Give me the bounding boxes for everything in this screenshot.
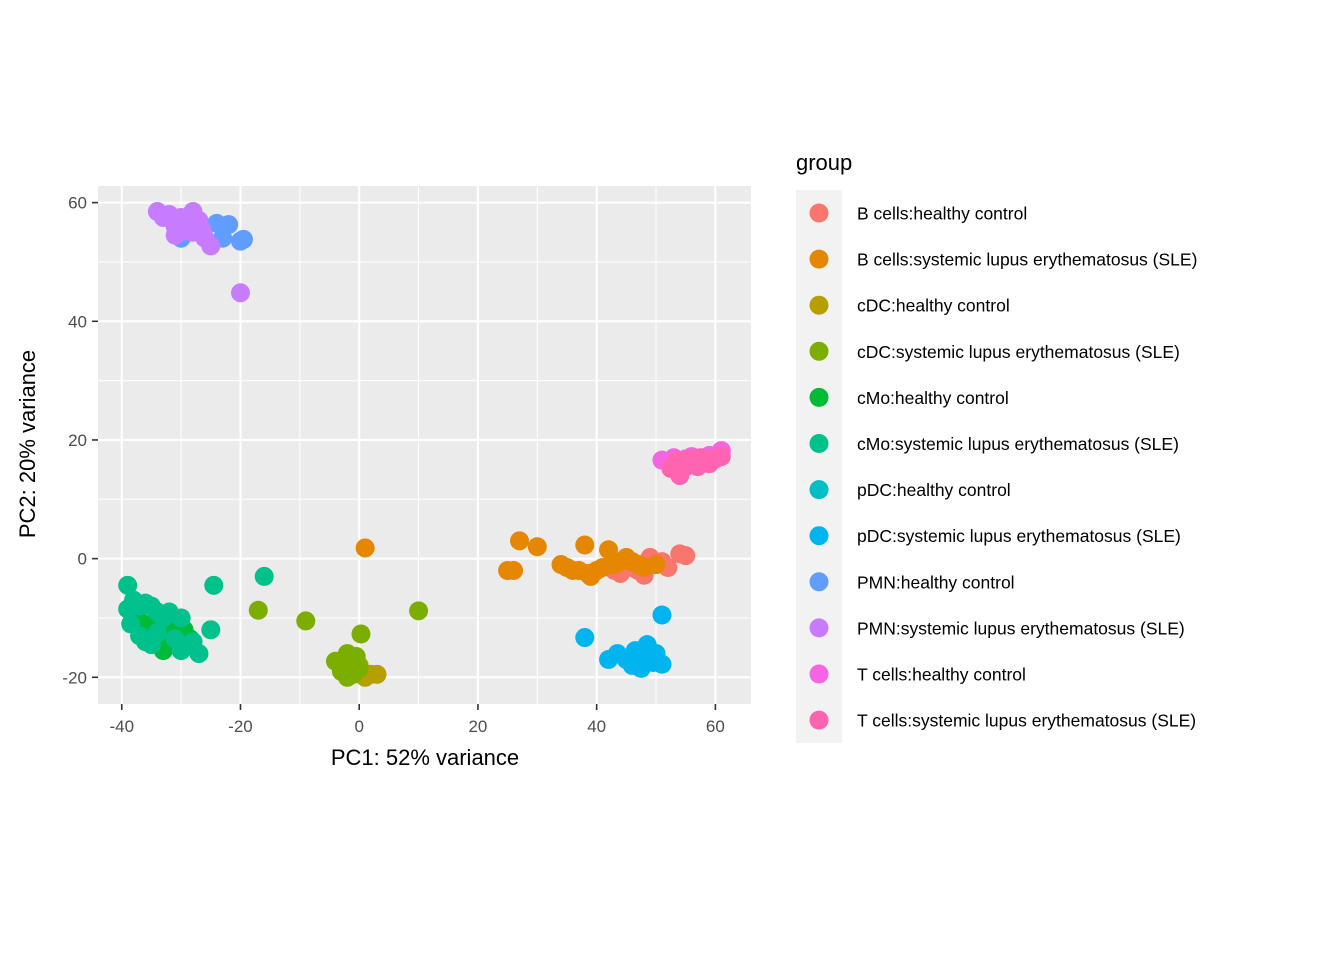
legend-item: cDC:systemic lupus erythematosus (SLE) (809, 341, 1180, 362)
legend-label: T cells:healthy control (857, 665, 1026, 685)
series-1 (355, 531, 666, 586)
legend-item: T cells:systemic lupus erythematosus (SL… (809, 710, 1196, 731)
legend-label: pDC:systemic lupus erythematosus (SLE) (857, 526, 1181, 546)
legend-label: B cells:systemic lupus erythematosus (SL… (857, 250, 1197, 270)
y-tick-label: 0 (78, 550, 87, 569)
y-axis-title: PC2: 20% variance (15, 350, 40, 538)
legend-label: PMN:systemic lupus erythematosus (SLE) (857, 618, 1185, 638)
data-point (409, 601, 429, 621)
series-5 (118, 566, 274, 664)
legend-key (809, 526, 829, 546)
x-tick-label: -40 (109, 717, 134, 736)
data-point (646, 555, 666, 575)
legend-label: cMo:systemic lupus erythematosus (SLE) (857, 434, 1179, 454)
series-7 (575, 605, 672, 678)
data-point (118, 575, 138, 595)
legend-item: cDC:healthy control (809, 295, 1010, 316)
data-point (201, 236, 221, 256)
data-point (346, 647, 366, 667)
legend-label: cDC:systemic lupus erythematosus (SLE) (857, 342, 1180, 362)
y-tick-label: 40 (68, 312, 87, 331)
x-tick-label: -20 (228, 717, 253, 736)
data-point (527, 537, 547, 557)
y-tick-label: 60 (68, 194, 87, 213)
legend-key (809, 572, 829, 592)
legend-title: group (796, 150, 852, 175)
data-point (254, 566, 274, 586)
legend-key-background (796, 190, 842, 743)
data-point (201, 620, 221, 640)
major-gridlines (98, 186, 751, 704)
legend-key (809, 434, 829, 453)
legend-item: PMN:healthy control (809, 572, 1015, 592)
legend-item: cMo:systemic lupus erythematosus (SLE) (809, 434, 1179, 454)
data-point (504, 560, 524, 580)
legend-key (809, 203, 829, 223)
legend-key (809, 664, 829, 684)
legend-key (809, 295, 829, 315)
data-point (509, 531, 529, 551)
data-point (189, 644, 209, 664)
legend-key (809, 710, 829, 730)
data-point (355, 538, 375, 558)
legend-key (809, 387, 829, 407)
data-point (676, 546, 696, 566)
legend-key (809, 480, 829, 500)
data-point (367, 664, 387, 684)
series-11 (661, 447, 731, 486)
x-tick-label: 0 (354, 717, 363, 736)
legend-item: T cells:healthy control (809, 664, 1026, 685)
data-point (575, 535, 595, 555)
plot-panel (98, 186, 751, 704)
data-point (174, 221, 194, 241)
legend-label: PMN:healthy control (857, 572, 1015, 592)
data-point (652, 654, 672, 674)
x-axis: -40 -20 0 20 40 60 (109, 704, 725, 736)
data-point (230, 283, 250, 303)
legend-key (809, 618, 829, 638)
legend-label: pDC:healthy control (857, 480, 1011, 500)
x-tick-label: 20 (468, 717, 487, 736)
legend-key (809, 249, 829, 269)
data-point (192, 219, 212, 239)
y-tick-label: -20 (62, 668, 87, 687)
legend-item: cMo:healthy control (809, 387, 1009, 408)
legend-item: PMN:systemic lupus erythematosus (SLE) (809, 618, 1185, 638)
legend-label: cDC:healthy control (857, 296, 1010, 316)
y-tick-label: 20 (68, 431, 87, 450)
data-point (351, 624, 371, 644)
data-point (165, 629, 185, 649)
series-3 (248, 600, 429, 687)
legend-item: pDC:healthy control (809, 480, 1011, 500)
data-point (599, 540, 619, 560)
legend-item: B cells:systemic lupus erythematosus (SL… (809, 249, 1197, 270)
legend-label: B cells:healthy control (857, 204, 1027, 224)
data-point (652, 605, 672, 625)
legend-key (809, 341, 829, 361)
x-tick-label: 60 (706, 717, 725, 736)
data-points (118, 202, 731, 687)
data-point (171, 608, 191, 628)
legend-label: T cells:systemic lupus erythematosus (SL… (857, 711, 1196, 731)
series-9 (147, 202, 250, 303)
y-axis: -20 0 20 40 60 (62, 194, 98, 687)
legend: group B cells:healthy control B cells:sys… (796, 150, 1197, 743)
data-point (147, 623, 167, 643)
x-axis-title: PC1: 52% variance (331, 745, 519, 770)
legend-item: B cells:healthy control (809, 203, 1027, 224)
data-point (233, 229, 253, 249)
data-point (296, 611, 316, 631)
legend-label: cMo:healthy control (857, 388, 1009, 408)
data-point (575, 628, 595, 648)
data-point (711, 447, 731, 467)
data-point (204, 575, 224, 595)
data-point (248, 600, 268, 620)
legend-item: pDC:systemic lupus erythematosus (SLE) (809, 526, 1181, 546)
x-tick-label: 40 (587, 717, 606, 736)
data-point (691, 448, 711, 468)
